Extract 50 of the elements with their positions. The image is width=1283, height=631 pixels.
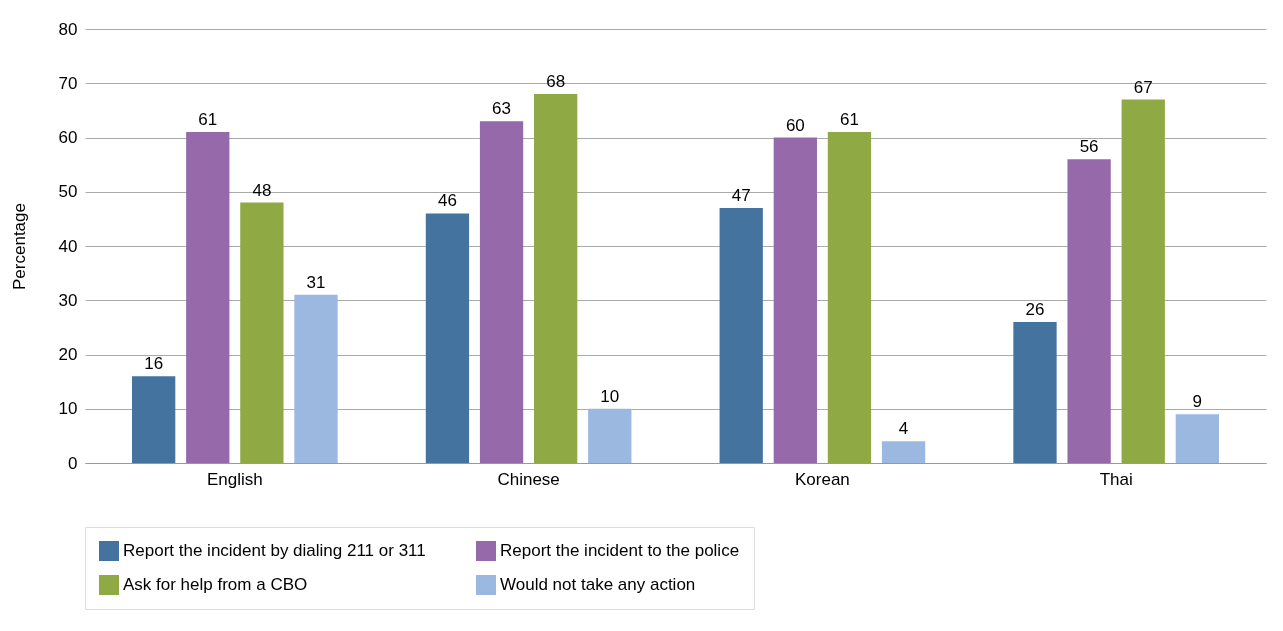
x-tick-label: Thai — [1099, 469, 1133, 489]
data-label: 68 — [546, 72, 566, 92]
data-label: 63 — [492, 99, 512, 119]
data-label: 16 — [144, 354, 164, 374]
data-label: 46 — [437, 191, 457, 211]
y-tick-label: 20 — [58, 345, 78, 364]
y-tick-label: 10 — [58, 399, 78, 419]
data-label: 4 — [898, 419, 909, 439]
data-label: 60 — [785, 115, 805, 135]
data-label: 26 — [1025, 299, 1045, 319]
bar — [479, 121, 524, 463]
x-tick-label: English — [206, 469, 263, 489]
bar — [1175, 414, 1219, 463]
data-label: 61 — [198, 110, 218, 130]
data-label: 56 — [1079, 137, 1099, 157]
bar — [773, 137, 817, 463]
bar — [186, 132, 230, 463]
data-label: 31 — [306, 272, 326, 292]
bar — [881, 441, 926, 463]
bar — [294, 294, 338, 463]
bar — [240, 202, 284, 463]
bar — [719, 208, 763, 463]
x-tick-label: Korean — [794, 469, 850, 489]
legend-label: Report the incident by dialing 211 or 311 — [123, 541, 426, 560]
x-tick-label: Chinese — [497, 469, 560, 489]
data-label: 67 — [1133, 77, 1153, 97]
legend-label: Would not take any action — [500, 575, 696, 594]
bar — [425, 213, 470, 463]
bar — [1067, 159, 1111, 463]
data-label: 61 — [839, 110, 859, 130]
bar — [1013, 321, 1057, 463]
bar — [132, 376, 176, 463]
legend-label: Report the incident to the police — [500, 541, 740, 560]
data-label: 47 — [731, 186, 751, 206]
y-tick-label: 70 — [58, 73, 78, 93]
data-label: 48 — [252, 180, 272, 200]
bar — [827, 132, 872, 463]
y-tick-label: 80 — [58, 19, 78, 39]
bar — [534, 94, 578, 463]
y-tick-label: 40 — [58, 236, 78, 256]
y-tick-label: 0 — [68, 453, 78, 473]
y-tick-label: 30 — [58, 290, 78, 310]
data-label: 9 — [1192, 392, 1203, 412]
bar — [1121, 99, 1165, 463]
y-tick-label: 50 — [58, 182, 78, 202]
y-tick-label: 60 — [58, 128, 78, 147]
y-axis-title: Percentage — [9, 203, 29, 290]
legend-label: Ask for help from a CBO — [123, 575, 308, 594]
data-label: 10 — [600, 386, 620, 406]
bar — [588, 408, 632, 463]
